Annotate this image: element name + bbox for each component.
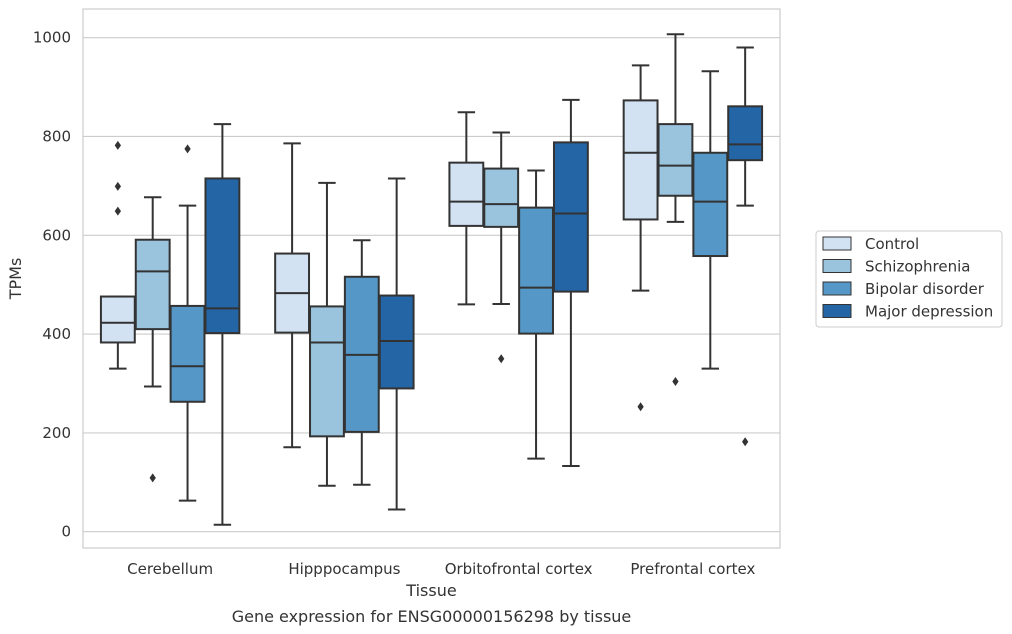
box [727, 105, 764, 162]
box [169, 304, 206, 403]
legend-label: Bipolar disorder [865, 280, 985, 298]
box [692, 151, 729, 258]
x-axis-label: Tissue [405, 581, 456, 600]
box [204, 177, 241, 335]
box [448, 161, 485, 227]
legend-label: Schizophrenia [865, 258, 970, 276]
legend-swatch [822, 304, 852, 318]
legend-swatch [822, 236, 852, 251]
outlier-point [114, 140, 121, 150]
box-plot [552, 98, 589, 467]
legend-label: Major depression [865, 303, 993, 321]
x-tick-label: Prefrontal cortex [630, 560, 755, 578]
outlier-point [149, 473, 156, 483]
legend: Control Schizophrenia Bipolar disorder Majo… [815, 230, 1003, 328]
outlier-point [114, 206, 121, 216]
plot-frame [82, 8, 781, 549]
y-axis-label: TPMs [6, 258, 25, 301]
box-plot [692, 70, 729, 370]
box-plot [274, 142, 311, 449]
y-tick-label: 800 [42, 127, 71, 145]
outlier-point [742, 437, 749, 447]
y-ticks: 0 200 400 600 800 1000 [33, 29, 71, 541]
x-ticks: Cerebellum Hipppocampus Orbitofrontal cort… [127, 560, 755, 578]
outlier-point [184, 144, 191, 154]
box-plot [483, 131, 520, 364]
box-plot [657, 33, 694, 387]
box-plot [448, 111, 485, 306]
y-tick-label: 200 [42, 424, 71, 442]
legend-frame [815, 230, 1003, 328]
box [309, 305, 345, 438]
outlier-point [637, 402, 644, 412]
box-layer [99, 33, 764, 526]
outlier-point [114, 181, 121, 191]
box-plot [727, 46, 764, 447]
box [483, 167, 520, 228]
box-plot [169, 144, 206, 502]
y-tick-label: 600 [42, 226, 71, 244]
box-plot [622, 64, 659, 412]
y-tick-label: 1000 [33, 29, 71, 47]
box-plot [99, 140, 136, 370]
box [134, 238, 171, 331]
legend-items: Control Schizophrenia Bipolar disorder Majo… [822, 235, 993, 321]
x-tick-label: Hipppocampus [288, 560, 400, 578]
y-tick-label: 0 [61, 523, 71, 541]
outlier-point [672, 377, 679, 387]
box [622, 99, 659, 221]
legend-label: Control [865, 235, 919, 253]
outlier-point [498, 354, 505, 364]
box-plot [518, 169, 554, 460]
figure-caption: Gene expression for ENSG00000156298 by t… [232, 607, 632, 626]
legend-swatch [822, 259, 852, 273]
box-plot [204, 123, 241, 526]
box-plot [343, 239, 380, 486]
x-tick-label: Orbitofrontal cortex [445, 560, 593, 578]
x-tick-label: Cerebellum [127, 560, 213, 578]
box-plot [378, 177, 415, 511]
box [99, 295, 136, 344]
box-plot [309, 181, 345, 487]
box [657, 123, 694, 197]
legend-swatch [822, 281, 852, 296]
y-tick-label: 400 [42, 325, 71, 343]
box-plot [134, 196, 171, 483]
box [552, 141, 589, 293]
box [518, 206, 554, 335]
